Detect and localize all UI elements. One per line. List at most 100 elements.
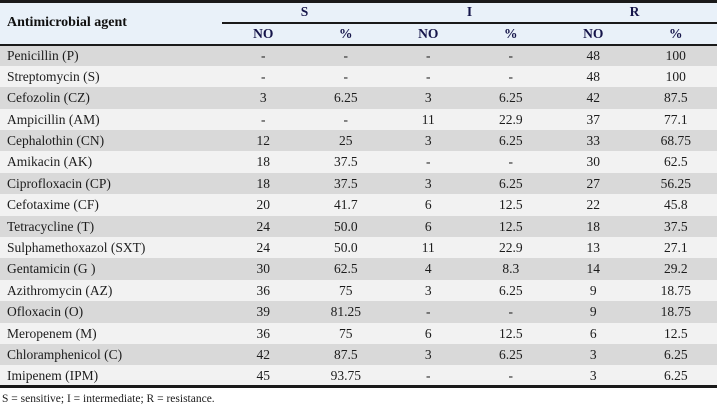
s-no-cell: 12	[256, 133, 271, 148]
table-row: Azithromycin (AZ) 36 75 3 6.25 9 18.75	[0, 279, 717, 302]
agent-cell: Penicillin (P)	[7, 47, 79, 63]
i-pct-cell: 12.5	[498, 325, 523, 341]
agent-column-header: Antimicrobial agent	[0, 1, 222, 46]
r-pct-cell: 12.5	[663, 325, 688, 341]
r-no-cell: 13	[586, 239, 601, 255]
i-no-cell: 11	[421, 111, 435, 127]
r-no-cell: 3	[589, 346, 597, 362]
s-no-cell: 36	[256, 325, 271, 341]
i-pct-cell: -	[508, 47, 514, 63]
s-no-cell: 18	[256, 154, 271, 170]
r-pct-cell: 37.5	[663, 218, 688, 234]
s-pct-cell: 93.75	[330, 367, 361, 383]
r-no-cell: 14	[586, 261, 601, 277]
table-row: Gentamicin (G ) 30 62.5 4 8.3 14 29.2	[0, 258, 717, 280]
r-no-cell: 30	[586, 154, 601, 170]
i-no-cell: 6	[424, 325, 432, 341]
i-pct-cell: 6.25	[498, 346, 523, 362]
i-pct-cell: 22.9	[498, 111, 523, 127]
s-pct-cell: 37.5	[333, 175, 358, 191]
s-no-cell: 18	[256, 175, 271, 191]
i-pct-cell: 12.5	[498, 218, 523, 234]
s-no-column-header: NO	[222, 22, 305, 46]
i-no-cell: -	[426, 47, 431, 63]
s-no-cell: 39	[256, 304, 271, 320]
i-no-cell: 3	[424, 90, 432, 106]
i-pct-cell: 12.5	[498, 197, 523, 213]
agent-cell: Ofloxacin (O)	[7, 304, 84, 320]
table-row: Sulphamethoxazol (SXT) 24 50.0 11 22.9 1…	[0, 237, 717, 259]
r-pct-cell: 77.1	[663, 111, 688, 127]
i-pct-cell: -	[508, 367, 514, 383]
s-pct-cell: 81.25	[330, 304, 361, 320]
r-pct-cell: 18.75	[660, 282, 691, 298]
table-footnote: S = sensitive; I = intermediate; R = res…	[2, 393, 215, 406]
r-no-cell: 3	[589, 367, 597, 383]
r-pct-cell: 56.25	[660, 175, 691, 191]
s-pct-cell: -	[343, 68, 349, 84]
susceptibility-table: Antimicrobial agent S I R NO % NO % NO %…	[0, 0, 717, 389]
s-pct-cell: -	[343, 47, 349, 63]
s-no-cell: 42	[256, 346, 271, 362]
agent-cell: Sulphamethoxazol (SXT)	[7, 239, 146, 255]
r-pct-cell: 6.25	[663, 367, 688, 383]
r-pct-cell: 6.25	[663, 346, 688, 362]
agent-cell: Meropenem (M)	[7, 325, 97, 341]
r-pct-cell: 87.5	[663, 90, 688, 106]
table-row: Tetracycline (T) 24 50.0 6 12.5 18 37.5	[0, 215, 717, 238]
i-no-cell: 3	[424, 282, 432, 298]
s-no-cell: 20	[256, 197, 271, 213]
agent-cell: Ampicillin (AM)	[7, 111, 100, 127]
i-pct-cell: 8.3	[502, 261, 520, 277]
i-no-cell: -	[426, 367, 431, 383]
r-pct-cell: 62.5	[663, 154, 688, 170]
r-no-cell: 48	[586, 47, 601, 63]
i-no-cell: -	[426, 68, 431, 84]
table-row: Streptomycin (S) - - - - 48 100	[0, 65, 717, 88]
s-no-cell: 45	[256, 367, 271, 383]
s-pct-cell: 87.5	[333, 346, 358, 362]
group-header-intermediate: I	[387, 1, 553, 24]
table-row: Meropenem (M) 36 75 6 12.5 6 12.5	[0, 322, 717, 344]
r-pct-cell: 100	[665, 47, 686, 63]
table-row: Amikacin (AK) 18 37.5 - - 30 62.5	[0, 151, 717, 173]
i-no-cell: 4	[424, 261, 432, 277]
s-no-cell: 24	[256, 218, 271, 234]
i-pct-cell: -	[508, 68, 514, 84]
s-no-cell: -	[261, 47, 266, 63]
r-pct-column-header: %	[634, 22, 717, 46]
table-row: Ciprofloxacin (CP) 18 37.5 3 6.25 27 56.…	[0, 172, 717, 195]
table-row: Cefozolin (CZ) 3 6.25 3 6.25 42 87.5	[0, 87, 717, 109]
i-pct-cell: 6.25	[498, 90, 523, 106]
s-pct-cell: 75	[339, 282, 353, 298]
s-pct-cell: -	[343, 111, 349, 127]
s-no-cell: 30	[256, 261, 271, 277]
r-pct-cell: 18.75	[660, 304, 691, 320]
r-no-cell: 33	[586, 133, 601, 148]
table-row: Imipenem (IPM) 45 93.75 - - 3 6.25	[0, 365, 717, 387]
i-no-cell: 6	[424, 218, 432, 234]
i-no-cell: 6	[424, 197, 432, 213]
s-no-cell: 3	[259, 90, 267, 106]
agent-cell: Cephalothin (CN)	[7, 133, 105, 148]
i-pct-cell: -	[508, 154, 514, 170]
s-pct-cell: 41.7	[333, 197, 358, 213]
table-row: Chloramphenicol (C) 42 87.5 3 6.25 3 6.2…	[0, 343, 717, 366]
s-pct-cell: 37.5	[333, 154, 358, 170]
s-pct-cell: 50.0	[333, 239, 358, 255]
agent-cell: Streptomycin (S)	[7, 68, 100, 84]
r-pct-cell: 45.8	[663, 197, 688, 213]
i-no-cell: -	[426, 154, 431, 170]
r-no-cell: 48	[586, 68, 601, 84]
agent-cell: Tetracycline (T)	[7, 218, 95, 234]
agent-cell: Ciprofloxacin (CP)	[7, 175, 111, 191]
r-no-cell: 9	[589, 304, 597, 320]
group-header-resistance: R	[552, 1, 717, 24]
agent-cell: Azithromycin (AZ)	[7, 282, 113, 298]
i-pct-cell: 6.25	[498, 133, 523, 148]
group-header-sensitive: S	[222, 1, 388, 24]
i-pct-cell: 6.25	[498, 175, 523, 191]
s-no-cell: -	[261, 111, 266, 127]
i-no-cell: 3	[424, 133, 432, 148]
